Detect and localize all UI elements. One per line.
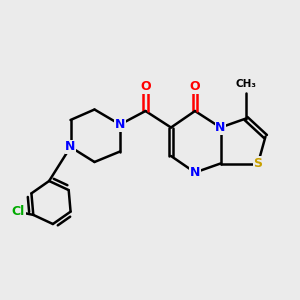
Text: O: O — [140, 80, 151, 94]
Text: S: S — [254, 157, 262, 170]
Text: N: N — [65, 140, 76, 154]
Text: N: N — [215, 121, 226, 134]
Text: N: N — [115, 118, 125, 131]
Text: O: O — [190, 80, 200, 94]
Text: N: N — [190, 166, 200, 179]
Text: CH₃: CH₃ — [236, 80, 256, 89]
Text: Cl: Cl — [12, 206, 25, 218]
